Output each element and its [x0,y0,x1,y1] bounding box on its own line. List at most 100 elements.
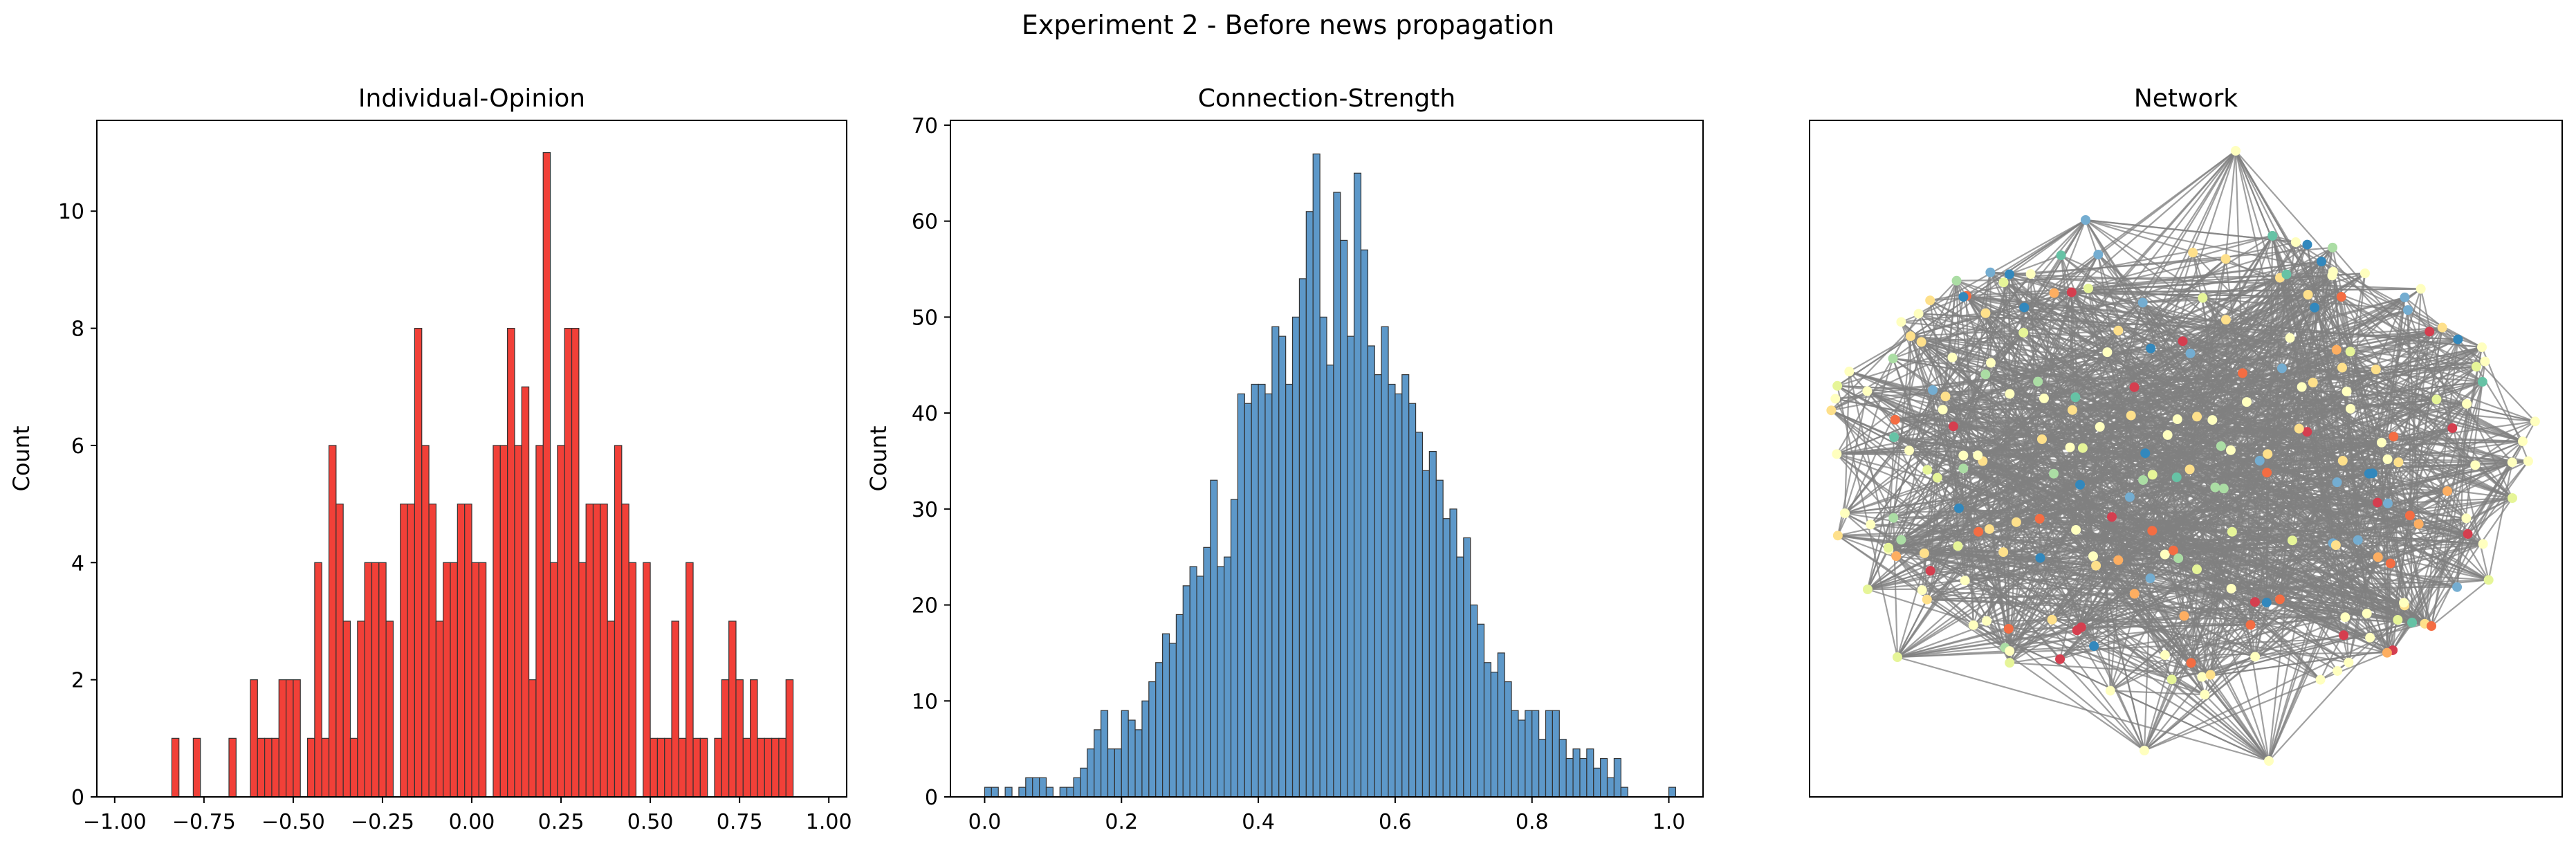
network-node [1832,531,1843,541]
histogram-bar [1613,757,1621,798]
network-edge [1921,254,2099,591]
histogram-bar [450,562,458,798]
network-edge [2009,255,2061,275]
network-node [2285,333,2295,343]
network-edge [1830,280,1958,411]
network-edge [2286,273,2483,349]
histogram-bar [614,445,623,798]
network-node [1904,445,1915,456]
network-node [2297,382,2307,392]
histogram-bar [371,562,380,798]
network-node [1984,524,1994,534]
histogram-bar [671,620,679,798]
network-node [1922,465,1933,475]
network-edge [1908,335,1912,451]
network-node [1832,449,1842,459]
network-node [2218,484,2229,494]
histogram-bar [378,562,387,798]
network-edge [2038,365,2476,383]
network-node [2227,526,2237,537]
histogram-bar [1258,383,1266,798]
network-edge [2088,287,2523,443]
network-node [2471,362,2481,372]
network-edge [1900,261,2322,541]
network-edge [1892,219,2086,360]
network-edge [2319,347,2483,681]
network-edge [1897,369,2377,658]
histogram-bar [750,679,758,798]
histogram-bar [1080,767,1088,798]
network-edge [1843,371,1850,514]
network-edge [2007,340,2184,629]
network-node [2145,573,2155,584]
network-edge [2220,445,2267,603]
histogram-bar [1114,748,1122,798]
histogram-bar [1141,700,1150,798]
network-node [2034,513,2045,524]
network-node [1938,405,1948,415]
network-edge [2088,241,2297,290]
network-edge [1897,645,2095,659]
network-node [2171,472,2182,483]
network-edge [2189,427,2453,470]
network-node [2036,434,2047,444]
histogram-bar [1388,383,1396,798]
network-node [2129,589,2140,599]
histogram-bar [1558,739,1567,798]
network-node [2404,511,2415,521]
network-node [2207,415,2218,425]
network-node [2102,347,2113,358]
network-edge [2003,282,2198,418]
network-edge [1866,390,2081,486]
network-node [2200,690,2210,700]
network-edge [1929,300,2145,751]
histogram-bar [1408,403,1417,798]
histogram-bar [735,679,744,798]
network-node [2048,468,2059,479]
network-edge [2232,497,2513,533]
histogram-bar [578,562,587,798]
y-tick-label: 2 [71,669,84,693]
network-edge [1962,219,2086,298]
histogram-bar [1415,432,1424,798]
bars-group [171,151,794,798]
histogram-bar [585,504,594,798]
network-node [2168,545,2178,555]
network-node [2274,594,2285,605]
network-edge [1837,385,2179,560]
network-node [2137,297,2148,308]
network-edge [1897,599,1928,658]
network-node [2178,336,2188,347]
network-node [1980,369,1991,380]
network-node [1953,541,1963,551]
network-node [2470,460,2481,470]
network-edge [2009,273,2437,401]
network-edge [2386,459,2406,606]
histogram-bar [1442,518,1451,798]
network-node [2376,437,2386,448]
histogram-bar [1525,710,1533,798]
network-edge [2267,542,2334,762]
network-node [2005,658,2015,668]
network-edge [2182,340,2432,627]
network-node [2113,325,2124,335]
network-edge [1931,389,1938,478]
x-tick-label: −0.25 [351,810,414,834]
network-node [2302,239,2312,250]
x-tick-label: 1.0 [1653,810,1686,834]
network-node [1896,317,1906,327]
network-node [2011,517,2021,527]
network-edge [2053,261,2322,475]
network-edge [2242,372,2523,443]
network-node [2105,686,2115,696]
histogram-bar [1319,316,1327,798]
histogram-bar [285,679,294,798]
network-node [2179,611,2189,621]
histogram-bar [1175,614,1184,798]
histogram-bar [650,737,659,798]
histogram-bar [714,737,722,798]
x-tick-label: 0.2 [1105,810,1138,834]
network-node [1913,309,1924,319]
network-edge [2110,690,2205,696]
x-tick-label: 0.4 [1242,810,1275,834]
